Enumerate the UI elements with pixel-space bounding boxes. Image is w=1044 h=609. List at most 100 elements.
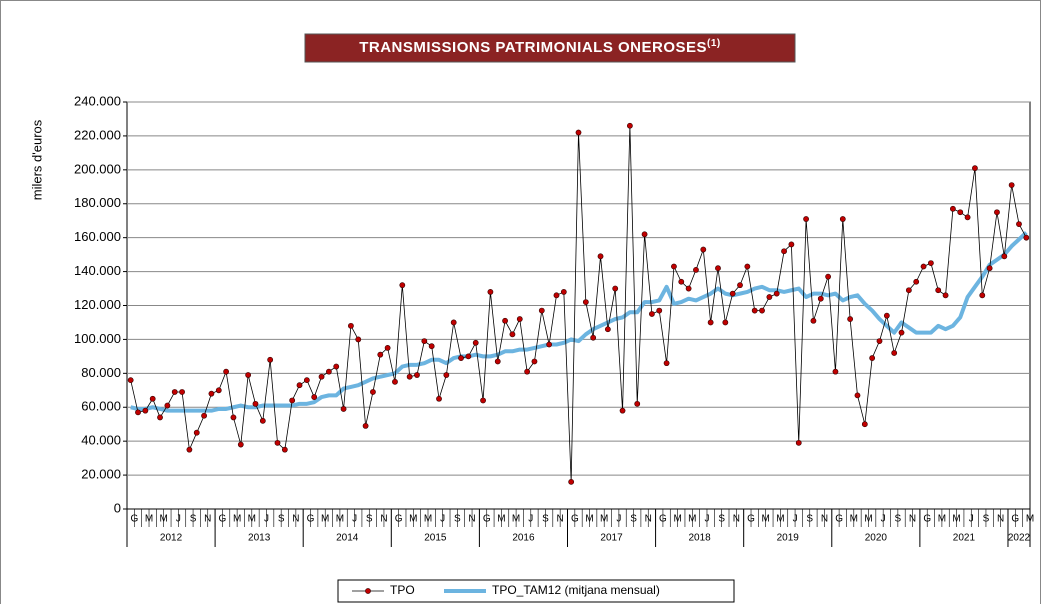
tpo-point <box>979 292 986 299</box>
tpo-point <box>582 299 589 306</box>
y-tick-label: 100.000 <box>74 331 121 346</box>
tpo-point <box>964 214 971 221</box>
tpo-point <box>700 246 707 253</box>
tpo-point <box>810 317 817 324</box>
tpo-point <box>876 338 883 345</box>
tpo-point <box>883 312 890 319</box>
tpo-point <box>399 282 406 289</box>
tpo-point <box>766 294 773 300</box>
tpo-point <box>788 241 795 248</box>
tpo-point <box>164 402 171 409</box>
tpo-point <box>641 231 648 238</box>
tpo-point <box>715 265 721 272</box>
tpo-point <box>208 390 215 397</box>
tpo-point <box>428 343 435 350</box>
tam-line <box>130 231 1028 413</box>
tpo-point <box>421 338 428 345</box>
tpo-point <box>1008 182 1015 188</box>
tpo-point <box>538 307 545 314</box>
year-label: 2020 <box>865 533 888 544</box>
tpo-point <box>744 263 751 270</box>
tpo-point <box>693 266 699 273</box>
tpo-point <box>920 263 927 270</box>
tpo-point <box>259 417 266 424</box>
tpo-point <box>898 329 905 336</box>
tpo-point <box>839 216 846 222</box>
tpo-point <box>1023 234 1030 241</box>
tpo-point <box>597 253 604 260</box>
tpo-point <box>560 289 567 295</box>
tpo-point <box>465 353 472 360</box>
tpo-point <box>414 372 420 378</box>
tpo-point <box>281 446 288 453</box>
tpo-point <box>568 478 575 485</box>
tpo-point <box>891 350 898 356</box>
y-tick-label: 20.000 <box>81 467 121 482</box>
tpo-point <box>333 363 340 370</box>
tpo-point <box>480 397 486 404</box>
tpo-point <box>406 373 413 380</box>
tpo-point <box>759 307 765 314</box>
tpo-point <box>186 446 193 453</box>
year-label: 2021 <box>953 533 976 544</box>
tpo-point <box>384 344 391 351</box>
tpo-point <box>575 129 582 136</box>
tpo-point <box>267 356 274 363</box>
tpo-point <box>348 322 354 329</box>
tpo-point <box>905 287 912 294</box>
tpo-point <box>972 165 978 172</box>
tpo-point <box>237 441 244 448</box>
tpo-point <box>487 289 494 295</box>
tpo-point <box>142 407 149 414</box>
plot: 0 20.000 40.000 60.000 80.000 100.000 120.000 1… <box>74 93 1034 547</box>
tpo-point <box>340 406 347 412</box>
tpo-point <box>443 372 450 378</box>
tpo-point <box>531 358 538 365</box>
year-label: 2015 <box>424 533 447 544</box>
tpo-point <box>825 273 832 280</box>
tpo-point <box>502 317 508 324</box>
tpo-point <box>494 358 501 365</box>
tpo-point <box>215 387 222 394</box>
title-box <box>304 33 796 63</box>
tpo-point <box>737 282 743 289</box>
tpo-point <box>773 290 780 297</box>
year-label: 2012 <box>160 533 183 544</box>
tpo-point <box>832 368 839 375</box>
year-label: 2019 <box>777 533 800 544</box>
tpo-point <box>707 319 714 326</box>
year-label: 2017 <box>600 533 623 544</box>
tpo-point <box>392 378 398 385</box>
tpo-point <box>377 351 384 358</box>
tpo-point <box>157 414 163 421</box>
tpo-point <box>685 285 692 292</box>
title-text: TRANSMISSIONS PATRIMONIALS ONEROSES <box>359 39 707 56</box>
legend-swatch-marker <box>365 588 371 594</box>
tpo-point <box>935 287 942 294</box>
tpo-point <box>1016 221 1022 227</box>
tpo-point <box>135 409 141 416</box>
tpo-point <box>362 423 369 429</box>
tpo-point <box>626 122 633 129</box>
tpo-point <box>854 392 861 399</box>
tpo-point <box>472 339 479 346</box>
tpo-point <box>245 372 252 378</box>
tpo-point <box>671 263 677 270</box>
tpo-point <box>296 382 303 389</box>
y-tick-label: 180.000 <box>74 195 121 210</box>
tpo-point <box>1001 253 1008 260</box>
y-tick-label: 120.000 <box>74 297 121 312</box>
tpo-point <box>355 336 362 343</box>
tpo-point <box>171 389 178 395</box>
tpo-point <box>223 368 230 375</box>
tpo-point <box>127 377 134 384</box>
tpo-point <box>678 278 685 285</box>
y-tick-label: 40.000 <box>81 433 121 448</box>
y-tick-label: 160.000 <box>74 229 121 244</box>
tpo-point <box>942 292 949 299</box>
tpo-point <box>509 331 516 338</box>
year-label: 2018 <box>689 533 712 544</box>
year-label: 2022 <box>1008 533 1031 544</box>
tpo-point <box>458 355 464 361</box>
